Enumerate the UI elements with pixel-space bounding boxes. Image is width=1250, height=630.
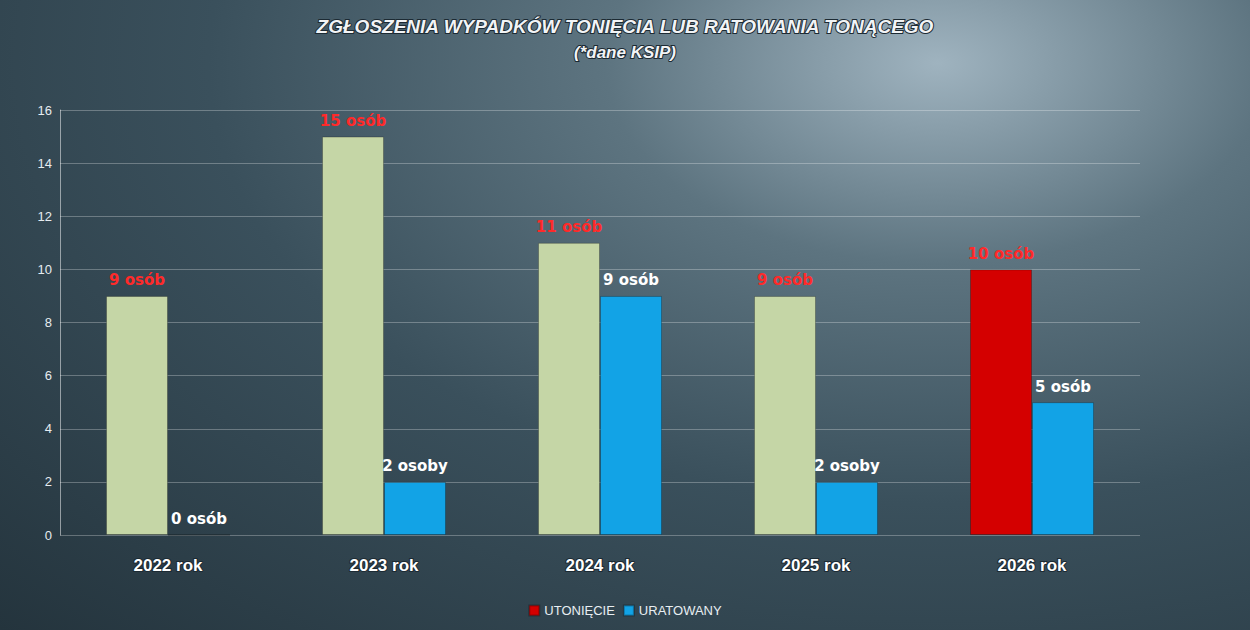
svg-text:2022 rok: 2022 rok <box>134 556 204 575</box>
svg-text:2 osoby: 2 osoby <box>814 457 880 475</box>
svg-text:15 osób: 15 osób <box>320 112 387 130</box>
svg-text:5 osób: 5 osób <box>1035 378 1091 396</box>
svg-text:2: 2 <box>45 474 52 489</box>
svg-text:10: 10 <box>38 262 52 277</box>
svg-text:URATOWANY: URATOWANY <box>639 603 722 618</box>
svg-text:9 osób: 9 osób <box>757 271 813 289</box>
svg-text:16: 16 <box>38 103 52 118</box>
svg-text:(*dane KSIP): (*dane KSIP) <box>574 43 676 62</box>
svg-text:4: 4 <box>45 421 52 436</box>
svg-text:0 osób: 0 osób <box>171 510 227 528</box>
svg-text:9 osób: 9 osób <box>603 271 659 289</box>
svg-text:11 osób: 11 osób <box>536 218 603 236</box>
svg-text:UTONIĘCIE: UTONIĘCIE <box>544 603 615 618</box>
svg-text:2026 rok: 2026 rok <box>998 556 1068 575</box>
svg-text:2025 rok: 2025 rok <box>782 556 852 575</box>
svg-text:ZGŁOSZENIA WYPADKÓW TONIĘCIA L: ZGŁOSZENIA WYPADKÓW TONIĘCIA LUB RATOWAN… <box>316 16 934 37</box>
svg-text:2023 rok: 2023 rok <box>350 556 420 575</box>
svg-text:8: 8 <box>45 315 52 330</box>
svg-text:2 osoby: 2 osoby <box>382 457 448 475</box>
svg-text:10 osób: 10 osób <box>968 245 1035 263</box>
svg-text:6: 6 <box>45 368 52 383</box>
svg-text:9 osób: 9 osób <box>109 271 165 289</box>
svg-text:14: 14 <box>38 156 52 171</box>
svg-text:2024 rok: 2024 rok <box>566 556 636 575</box>
svg-text:12: 12 <box>38 209 52 224</box>
svg-text:0: 0 <box>45 528 52 543</box>
